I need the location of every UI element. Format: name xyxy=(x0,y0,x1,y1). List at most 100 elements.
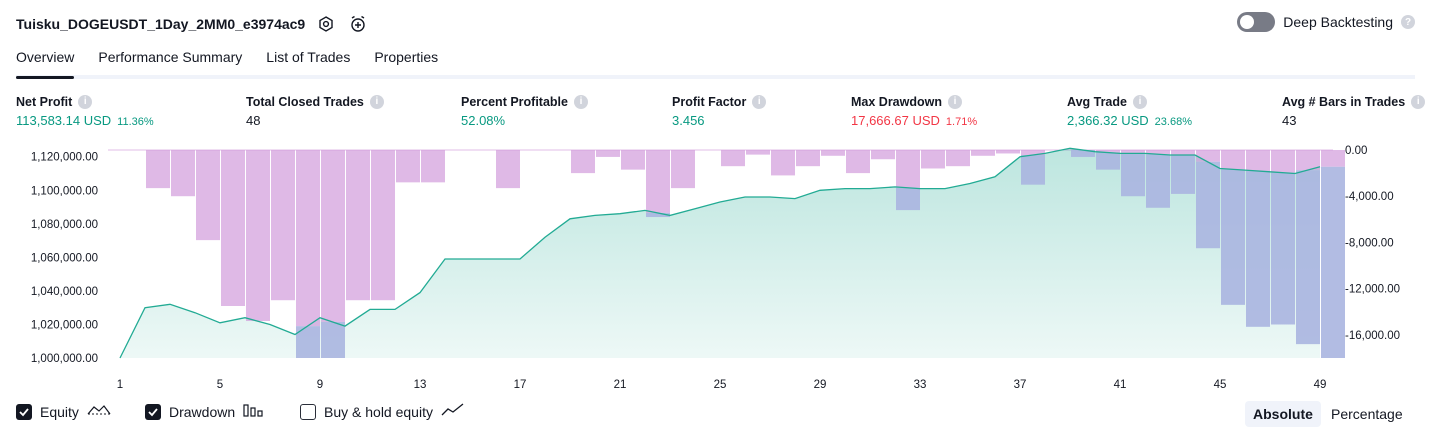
equity-area xyxy=(120,148,1320,358)
drawdown-bar xyxy=(371,150,395,301)
drawdown-bar xyxy=(196,150,220,241)
metric-label: Profit Factor xyxy=(672,94,747,109)
drawdown-bar xyxy=(796,150,820,167)
drawdown-bar xyxy=(1321,150,1345,167)
x-axis-tick-label: 17 xyxy=(514,379,527,391)
metric-value: 48 xyxy=(246,113,261,128)
metric-max-drawdown: Max Drawdown i 17,666.67 USD 1.71% xyxy=(851,93,977,130)
x-axis-tick-label: 13 xyxy=(414,379,427,391)
info-icon[interactable]: i xyxy=(369,94,384,109)
left-axis-tick-label: 1,060,000.00 xyxy=(31,252,98,264)
metric-value: 43 xyxy=(1282,113,1297,128)
drawdown-bar xyxy=(571,150,595,174)
strategy-title: Tuisku_DOGEUSDT_1Day_2MM0_e3974ac9 xyxy=(16,16,306,32)
help-icon[interactable]: ? xyxy=(1401,15,1415,29)
drawdown-bar-overlap xyxy=(1121,153,1145,197)
legend-label: Buy & hold equity xyxy=(324,403,433,420)
metric-value: 52.08% xyxy=(461,113,506,128)
metric-value: 3.456 xyxy=(672,113,705,128)
tab-properties[interactable]: Properties xyxy=(374,49,439,65)
strategy-header: Tuisku_DOGEUSDT_1Day_2MM0_e3974ac9 xyxy=(16,12,369,36)
settings-icon[interactable] xyxy=(315,13,337,35)
drawdown-bar xyxy=(1196,150,1220,162)
tab-overview[interactable]: Overview xyxy=(16,45,75,79)
tab-performance-summary[interactable]: Performance Summary xyxy=(98,49,243,65)
drawdown-bar xyxy=(646,150,670,213)
x-axis-tick-label: 37 xyxy=(1014,379,1027,391)
metric-value: 2,366.32 USD xyxy=(1067,113,1149,128)
metric-net-profit: Net Profit i 113,583.14 USD 11.36% xyxy=(16,93,154,130)
legend-drawdown[interactable]: Drawdown xyxy=(145,402,265,421)
drawdown-bar xyxy=(596,150,620,157)
drawdown-bar-overlap xyxy=(896,187,920,211)
drawdown-bar xyxy=(896,150,920,188)
left-axis-tick-label: 1,000,000.00 xyxy=(31,353,98,365)
metric-profit-factor: Profit Factor i 3.456 xyxy=(672,93,767,130)
buy-hold-line-icon xyxy=(441,402,465,421)
metric-avg-trade: Avg Trade i 2,366.32 USD 23.68% xyxy=(1067,93,1192,130)
drawdown-bar-overlap xyxy=(1146,154,1170,208)
drawdown-bar-overlap xyxy=(1071,150,1095,157)
metric-avg-bars-in-trades: Avg # Bars in Trades i 43 xyxy=(1282,93,1426,130)
x-axis-tick-label: 29 xyxy=(814,379,827,391)
metric-percent: 11.36% xyxy=(117,116,154,128)
metric-percent: 23.68% xyxy=(1154,116,1192,128)
legend-equity[interactable]: Equity xyxy=(16,402,111,421)
drawdown-bar-overlap xyxy=(1021,155,1045,185)
drawdown-bar-overlap xyxy=(1096,152,1120,170)
drawdown-bar-overlap xyxy=(321,321,345,358)
x-axis-tick-label: 5 xyxy=(217,379,223,391)
percentage-button[interactable]: Percentage xyxy=(1331,406,1403,422)
drawdown-bar xyxy=(871,150,895,160)
drawdown-bar xyxy=(996,150,1020,154)
drawdown-bar xyxy=(821,150,845,156)
x-axis-tick-label: 9 xyxy=(317,379,323,391)
info-icon[interactable]: i xyxy=(573,94,588,109)
drawdown-bar xyxy=(1146,150,1170,155)
drawdown-bar xyxy=(1171,150,1195,156)
x-axis-tick-label: 25 xyxy=(714,379,727,391)
drawdown-bar-overlap xyxy=(1246,170,1270,327)
left-axis-tick-label: 1,020,000.00 xyxy=(31,319,98,331)
x-axis-tick-label: 49 xyxy=(1314,379,1327,391)
equity-drawdown-chart[interactable]: 1,120,000.00 1,100,000.00 1,080,000.00 1,06… xyxy=(0,140,1431,395)
buy-hold-checkbox[interactable] xyxy=(300,403,316,420)
info-icon[interactable]: i xyxy=(752,94,767,109)
metric-label: Avg # Bars in Trades xyxy=(1282,94,1406,109)
drawdown-bar xyxy=(746,150,770,155)
drawdown-bar-overlap xyxy=(1321,166,1345,358)
drawdown-bar xyxy=(246,150,270,322)
absolute-button[interactable]: Absolute xyxy=(1245,401,1321,427)
drawdown-bar-overlap xyxy=(1296,170,1320,345)
drawdown-bar xyxy=(721,150,745,167)
legend-buy-hold-equity[interactable]: Buy & hold equity xyxy=(300,402,465,421)
add-alert-icon[interactable] xyxy=(347,13,369,35)
metric-value: 113,583.14 USD xyxy=(16,113,112,128)
left-axis-tick-label: 1,080,000.00 xyxy=(31,219,98,231)
right-axis-tick-label: 0.00 xyxy=(1345,145,1367,157)
info-icon[interactable]: i xyxy=(948,94,962,109)
right-axis-tick-label: -16,000.00 xyxy=(1345,330,1400,342)
equity-checkbox[interactable] xyxy=(16,403,32,420)
info-icon[interactable]: i xyxy=(78,94,93,109)
drawdown-bar xyxy=(296,150,320,327)
equity-line xyxy=(119,147,1321,359)
drawdown-checkbox[interactable] xyxy=(145,403,161,420)
info-icon[interactable]: i xyxy=(1132,94,1147,109)
drawdown-bar xyxy=(221,150,245,306)
drawdown-bar xyxy=(1096,150,1120,153)
deep-backtesting-toggle[interactable] xyxy=(1237,12,1276,32)
drawdown-bar-overlap xyxy=(1271,172,1295,325)
right-axis-tick-label: -4,000.00 xyxy=(1345,191,1394,203)
drawdown-bar xyxy=(1296,150,1320,171)
info-icon[interactable]: i xyxy=(1411,94,1426,109)
deep-backtesting: Deep Backtesting ? xyxy=(1237,12,1415,32)
drawdown-bar xyxy=(1021,150,1045,156)
drawdown-bar xyxy=(146,150,170,189)
tab-list-of-trades[interactable]: List of Trades xyxy=(266,49,351,65)
x-axis-tick-label: 45 xyxy=(1214,379,1227,391)
drawdown-bar-overlap xyxy=(646,212,670,218)
metric-percent-profitable: Percent Profitable i 52.08% xyxy=(461,93,588,130)
left-axis-tick-label: 1,040,000.00 xyxy=(31,286,98,298)
drawdown-bar xyxy=(171,150,195,197)
